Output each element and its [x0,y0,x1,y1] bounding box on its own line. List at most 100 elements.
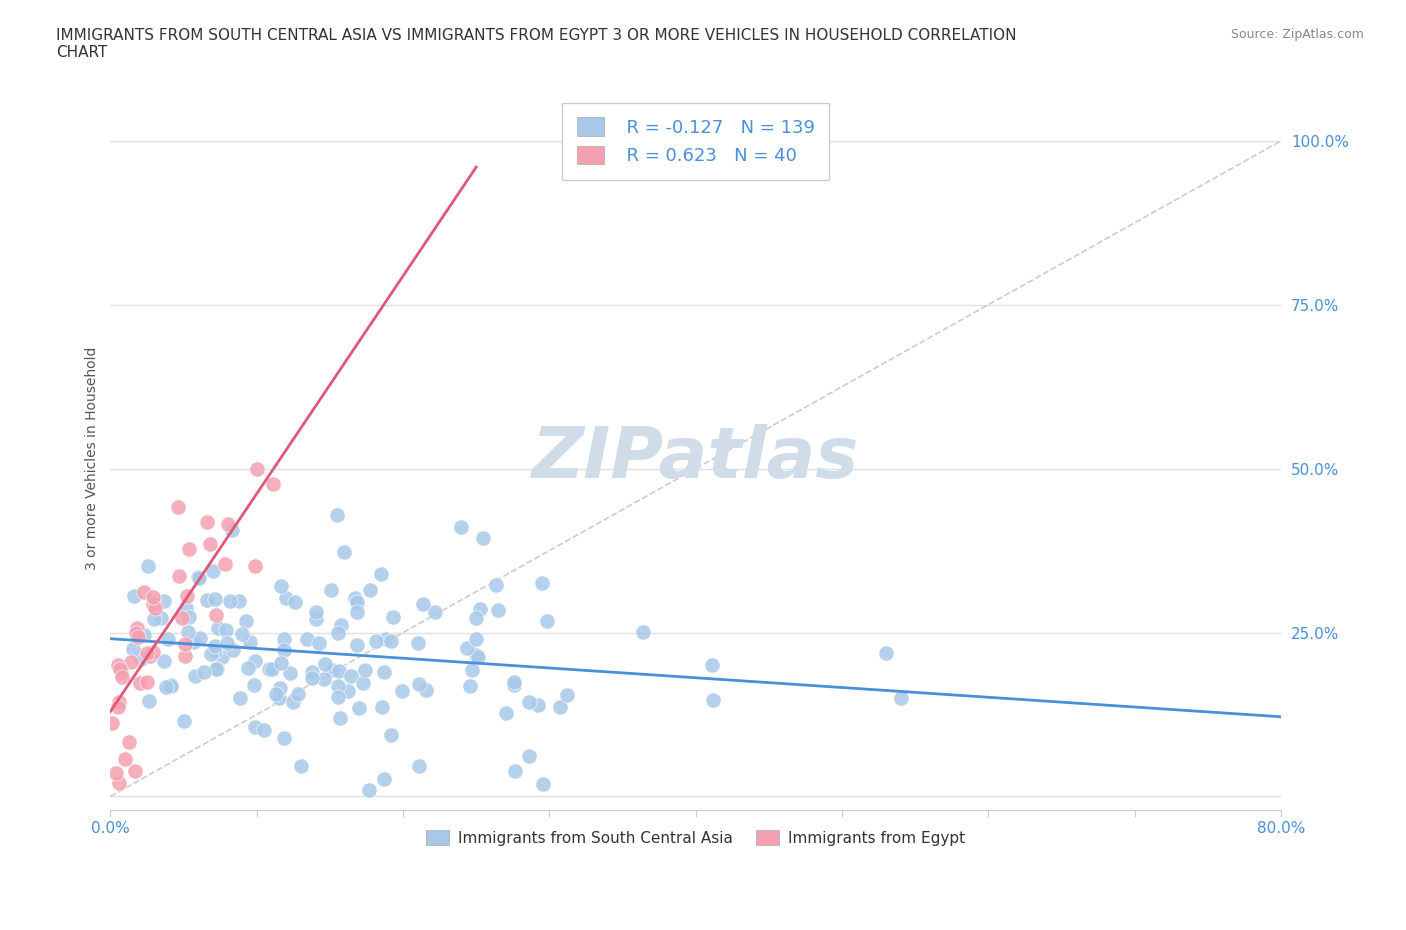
Point [204,591,226,606]
Point [700,658,723,672]
Point [246,461,269,476]
Point [548,700,571,715]
Point [127,621,149,636]
Point [217,635,239,650]
Point [273,631,295,646]
Point [415,683,437,698]
Point [110,664,132,679]
Point [257,661,280,676]
Point [270,656,292,671]
Point [108,776,131,790]
Point [337,684,360,698]
Point [467,650,489,665]
Point [269,681,291,696]
Point [408,758,430,773]
Point [222,643,245,658]
Point [364,633,387,648]
Point [205,661,228,676]
Point [193,665,215,680]
Point [107,699,129,714]
Point [136,558,159,573]
Point [326,625,349,640]
Point [359,583,381,598]
Point [530,576,553,591]
Point [170,610,193,625]
Point [236,661,259,676]
Point [204,644,226,658]
Point [349,700,371,715]
Point [138,693,160,708]
Point [326,507,349,522]
Point [150,611,173,626]
Point [333,544,356,559]
Point [179,541,201,556]
Point [472,531,495,546]
Point [110,661,132,676]
Point [228,594,250,609]
Text: Source: ZipAtlas.com: Source: ZipAtlas.com [1230,28,1364,41]
Point [187,570,209,585]
Point [215,622,238,637]
Point [505,764,527,778]
Point [198,537,221,551]
Point [120,655,142,670]
Point [295,632,318,647]
Point [527,698,550,712]
Point [312,671,335,686]
Point [174,649,197,664]
Point [139,648,162,663]
Point [176,589,198,604]
Point [160,678,183,693]
Point [329,711,352,725]
Point [308,635,330,650]
Point [125,625,148,640]
Point [328,663,350,678]
Point [235,614,257,629]
Point [370,566,392,581]
Point [270,578,292,593]
Point [177,609,200,624]
Point [301,671,323,685]
Point [155,679,177,694]
Point [135,674,157,689]
Point [211,649,233,664]
Point [380,633,402,648]
Point [531,777,554,791]
Point [495,705,517,720]
Point [269,691,291,706]
Point [461,663,484,678]
Point [157,631,180,646]
Point [330,618,353,632]
Point [132,628,155,643]
Point [219,593,242,608]
Point [875,645,897,660]
Point [243,558,266,573]
Point [221,523,243,538]
Point [136,645,159,660]
Point [371,699,394,714]
Point [174,601,197,616]
Point [202,564,225,578]
Point [107,658,129,672]
Point [243,720,266,735]
Legend: Immigrants from South Central Asia, Immigrants from Egypt: Immigrants from South Central Asia, Immi… [413,817,977,858]
Point [253,723,276,737]
Point [111,670,134,684]
Point [287,686,309,701]
Point [352,676,374,691]
Point [450,520,472,535]
Point [319,583,342,598]
Point [486,603,509,618]
Point [465,610,488,625]
Point [184,669,207,684]
Point [142,612,165,627]
Point [359,782,381,797]
Point [121,642,143,657]
Point [406,635,429,650]
Point [314,657,336,671]
Point [321,662,343,677]
Point [464,647,486,662]
Point [517,749,540,764]
Point [108,695,131,710]
Point [425,604,447,619]
